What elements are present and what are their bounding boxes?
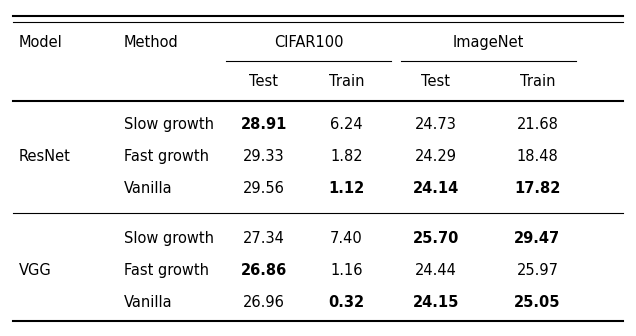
Text: 1.16: 1.16 <box>330 263 363 278</box>
Text: 27.34: 27.34 <box>243 230 285 246</box>
Text: 1.12: 1.12 <box>329 181 364 196</box>
Text: 1.82: 1.82 <box>330 149 363 164</box>
Text: Model: Model <box>19 35 63 50</box>
Text: VGG: VGG <box>19 263 52 278</box>
Text: 24.73: 24.73 <box>415 117 457 132</box>
Text: 25.70: 25.70 <box>413 230 459 246</box>
Text: 24.29: 24.29 <box>415 149 457 164</box>
Text: Vanilla: Vanilla <box>124 295 172 310</box>
Text: Fast growth: Fast growth <box>124 149 209 164</box>
Text: 29.47: 29.47 <box>515 230 560 246</box>
Text: Test: Test <box>249 74 279 89</box>
Text: Slow growth: Slow growth <box>124 117 214 132</box>
Text: 24.15: 24.15 <box>413 295 459 310</box>
Text: Fast growth: Fast growth <box>124 263 209 278</box>
Text: Vanilla: Vanilla <box>124 181 172 196</box>
Text: 29.33: 29.33 <box>243 149 285 164</box>
Text: 0.32: 0.32 <box>329 295 364 310</box>
Text: ImageNet: ImageNet <box>452 35 524 50</box>
Text: 26.86: 26.86 <box>241 263 287 278</box>
Text: 24.44: 24.44 <box>415 263 457 278</box>
Text: 28.91: 28.91 <box>241 117 287 132</box>
Text: ResNet: ResNet <box>19 149 71 164</box>
Text: Slow growth: Slow growth <box>124 230 214 246</box>
Text: 7.40: 7.40 <box>330 230 363 246</box>
Text: 25.97: 25.97 <box>516 263 558 278</box>
Text: Test: Test <box>421 74 450 89</box>
Text: 6.24: 6.24 <box>330 117 363 132</box>
Text: 29.56: 29.56 <box>243 181 285 196</box>
Text: 18.48: 18.48 <box>516 149 558 164</box>
Text: 26.96: 26.96 <box>243 295 285 310</box>
Text: Train: Train <box>329 74 364 89</box>
Text: 17.82: 17.82 <box>515 181 560 196</box>
Text: 21.68: 21.68 <box>516 117 558 132</box>
Text: Train: Train <box>520 74 555 89</box>
Text: Method: Method <box>124 35 179 50</box>
Text: 24.14: 24.14 <box>413 181 459 196</box>
Text: 25.05: 25.05 <box>514 295 561 310</box>
Text: CIFAR100: CIFAR100 <box>273 35 343 50</box>
